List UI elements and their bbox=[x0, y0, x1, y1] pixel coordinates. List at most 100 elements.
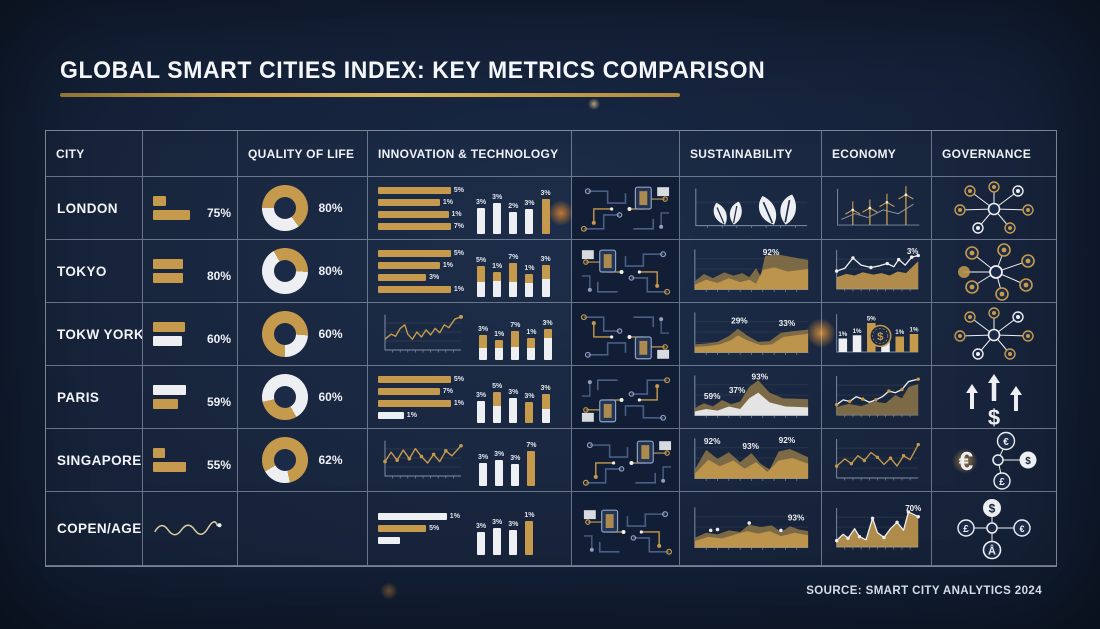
col-header-score bbox=[143, 131, 238, 177]
sustainability-area-chart: 92% 93% 92% bbox=[694, 435, 809, 481]
innovation-charts: 5% 7% 1% 1% 3% 5% 3% 3% 3% bbox=[376, 370, 563, 424]
sustainability-area-chart: 92% bbox=[694, 247, 809, 292]
circuit-board-icon bbox=[582, 440, 672, 486]
mini-hbar-chart: 5% 1% 1% 7% bbox=[378, 186, 464, 230]
network-nodes-icon bbox=[954, 181, 1034, 234]
cell-copen-agen-city: COPEN/AGEN bbox=[46, 492, 143, 566]
cell-copen-agen-score bbox=[143, 492, 238, 566]
sustainability-area-chart: 29% 33% bbox=[694, 312, 809, 355]
cell-tokyo-score: 80% bbox=[143, 240, 238, 303]
svg-text:29%: 29% bbox=[731, 316, 748, 326]
svg-text:92%: 92% bbox=[704, 436, 721, 446]
cell-london-governance bbox=[932, 177, 1056, 240]
svg-text:33%: 33% bbox=[779, 318, 796, 328]
innovation-charts: 5% 1% 1% 7% 3% 3% 2% 3% 3% bbox=[376, 181, 563, 235]
cell-copen-agen-quality bbox=[238, 492, 368, 566]
mini-column-chart: 3% 3% 3% 7% bbox=[478, 434, 537, 486]
circuit-board-icon bbox=[583, 509, 673, 555]
cell-paris-sustainability: 59% 37% 93% bbox=[680, 366, 822, 429]
city-name: SINGAPORE bbox=[57, 452, 142, 468]
cell-paris-economy bbox=[822, 366, 932, 429]
cell-tokyo-economy: 3% bbox=[822, 240, 932, 303]
cell-paris-innovation: 5% 7% 1% 1% 3% 5% 3% 3% 3% bbox=[368, 366, 572, 429]
col-header-governance: GOVERNANCE bbox=[932, 131, 1056, 177]
cell-tokyo-city: TOKYO bbox=[46, 240, 143, 303]
col-header-sustainability: SUSTAINABILITY bbox=[680, 131, 822, 177]
svg-text:92%: 92% bbox=[763, 247, 780, 257]
cell-singapore-quality: 62% bbox=[238, 429, 368, 492]
metrics-table: CITY QUALITY OF LIFE INNOVATION & TECHNO… bbox=[45, 130, 1057, 567]
donut-chart bbox=[262, 374, 309, 420]
growth-arrows-dollar-icon: $ bbox=[966, 374, 1022, 427]
economy-chart: 3% bbox=[834, 247, 920, 292]
glow-dot bbox=[380, 582, 398, 600]
svg-text:$: $ bbox=[988, 405, 1000, 427]
innovation-charts: 1% 5% 3% 3% 3% 1% bbox=[376, 496, 563, 561]
svg-text:93%: 93% bbox=[742, 441, 759, 451]
cell-paris-quality: 60% bbox=[238, 366, 368, 429]
mini-hbar-chart: 5% 7% 1% 1% bbox=[378, 375, 464, 419]
city-score-bars: 59% bbox=[149, 385, 231, 409]
innovation-charts: 5% 1% 3% 1% 5% 1% 7% 1% 3% bbox=[376, 244, 563, 298]
cell-singapore-score: 55% bbox=[143, 429, 238, 492]
quality-of-life-donut: 80% bbox=[262, 185, 343, 231]
city-score-bars: 80% bbox=[149, 259, 231, 283]
quality-of-life-donut: 60% bbox=[262, 374, 343, 420]
city-name: PARIS bbox=[57, 389, 100, 405]
economy-chart: 70% bbox=[834, 503, 921, 549]
economy-chart bbox=[834, 375, 920, 418]
score-percent-label: 75% bbox=[206, 206, 231, 220]
col-header-quality-of-life: QUALITY OF LIFE bbox=[238, 131, 368, 177]
cell-tokw-york-score: 60% bbox=[143, 303, 238, 366]
quality-percent-label: 62% bbox=[318, 453, 343, 467]
cell-tokw-york-quality: 60% bbox=[238, 303, 368, 366]
cell-singapore-governance: € € $ £ bbox=[932, 429, 1056, 492]
svg-text:€: € bbox=[1019, 524, 1024, 534]
quality-of-life-donut: 80% bbox=[262, 248, 343, 294]
svg-text:$: $ bbox=[877, 331, 884, 343]
leaves-icon bbox=[695, 188, 808, 229]
cell-tokw-york-governance bbox=[932, 303, 1056, 366]
score-percent-label: 59% bbox=[206, 395, 231, 409]
svg-text:93%: 93% bbox=[788, 512, 805, 522]
svg-text:93%: 93% bbox=[751, 371, 768, 381]
svg-text:£: £ bbox=[999, 477, 1005, 488]
cell-tokw-york-innovation: 3% 1% 7% 1% 3% bbox=[368, 303, 572, 366]
donut-chart bbox=[262, 311, 309, 357]
quality-of-life-donut: 60% bbox=[262, 311, 343, 357]
score-percent-label: 55% bbox=[206, 458, 231, 472]
svg-text:1%: 1% bbox=[910, 327, 919, 334]
mini-column-chart: 3% 1% 7% 1% 3% bbox=[478, 308, 553, 360]
cell-tokw-york-city: TOKW YORK bbox=[46, 303, 143, 366]
currency-euro-network-icon: € € $ £ bbox=[959, 431, 1037, 490]
source-note: SOURCE: SMART CITY ANALYTICS 2024 bbox=[806, 585, 1042, 597]
economy-chart bbox=[834, 438, 920, 481]
donut-chart bbox=[262, 437, 309, 483]
mini-column-chart: 5% 1% 7% 1% 3% bbox=[476, 245, 551, 297]
donut-chart bbox=[262, 248, 309, 294]
cell-paris-city: PARIS bbox=[46, 366, 143, 429]
svg-text:3%: 3% bbox=[907, 247, 919, 256]
page-title: GLOBAL SMART CITIES INDEX: KEY METRICS C… bbox=[60, 56, 766, 84]
currency-set-network-icon: $ £ € Å bbox=[957, 498, 1031, 559]
svg-text:92%: 92% bbox=[779, 435, 796, 445]
svg-text:€: € bbox=[1003, 437, 1009, 448]
innovation-charts: 3% 1% 7% 1% 3% bbox=[376, 307, 563, 361]
footer: SOURCE: SMART CITY ANALYTICS 2024 bbox=[806, 581, 1042, 599]
quality-percent-label: 60% bbox=[318, 327, 343, 341]
circuit-board-icon bbox=[581, 377, 671, 423]
cell-london-sustainability bbox=[680, 177, 822, 240]
quality-percent-label: 80% bbox=[318, 264, 343, 278]
col-header-tech-visual bbox=[572, 131, 680, 177]
circuit-board-icon bbox=[581, 249, 671, 295]
cell-london-quality: 80% bbox=[238, 177, 368, 240]
svg-text:1%: 1% bbox=[895, 329, 904, 336]
circuit-board-icon bbox=[580, 314, 670, 360]
wave-line-chart bbox=[154, 520, 222, 535]
innovation-line-chart bbox=[383, 440, 463, 479]
col-header-city: CITY bbox=[46, 131, 143, 177]
mini-hbar-chart: 1% 5% bbox=[378, 513, 464, 545]
svg-text:1%: 1% bbox=[853, 328, 862, 335]
glow-dot bbox=[588, 98, 600, 110]
innovation-line-chart bbox=[384, 314, 463, 353]
